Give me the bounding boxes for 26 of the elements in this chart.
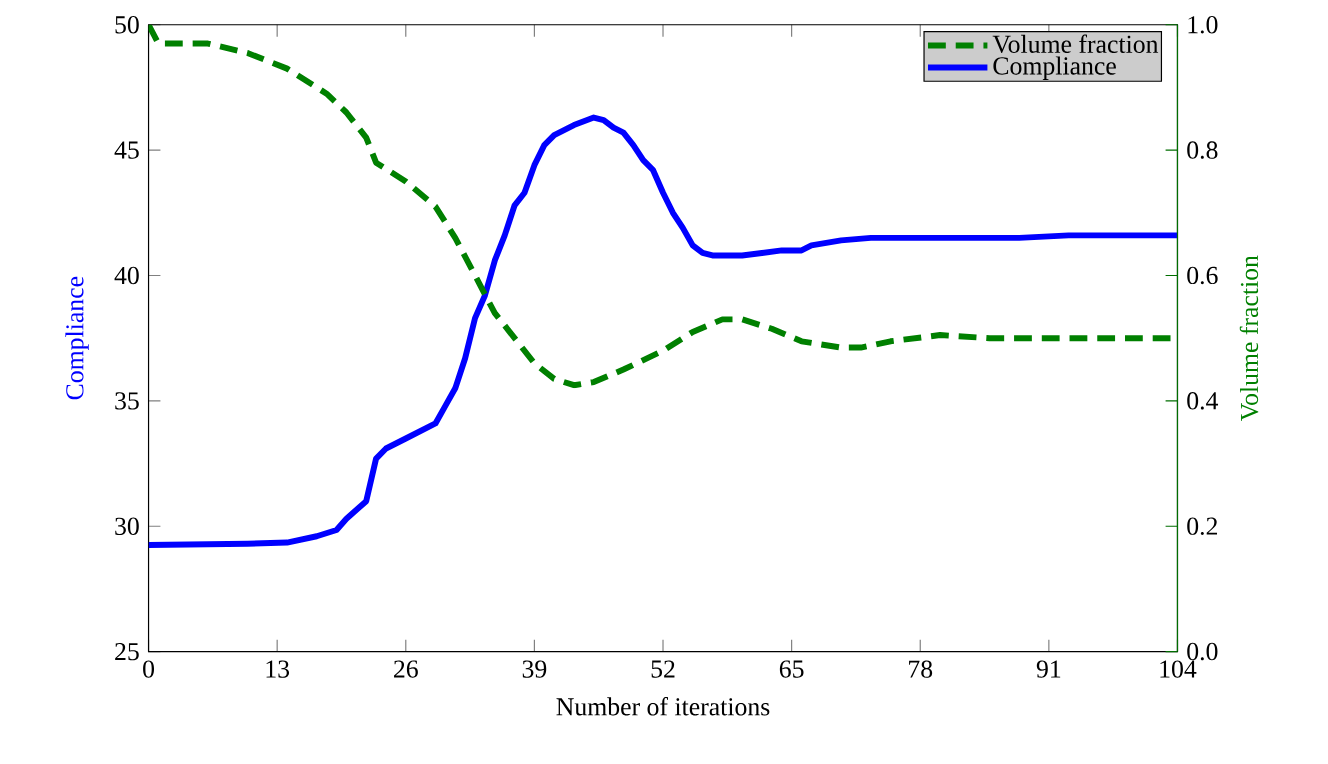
x-tick-label: 26 [394, 660, 418, 678]
y2-tick-label: 0.4 [1187, 392, 1219, 410]
x-tick-label: 65 [779, 660, 804, 678]
x-tick-label: 39 [522, 660, 547, 678]
x-tick-label: 52 [651, 660, 675, 678]
y2-tick-label: 0.2 [1187, 517, 1218, 536]
y2-axis-title: Volume fraction [1239, 255, 1259, 422]
y-tick-label: 45 [114, 141, 139, 159]
y2-tick-label: 0.8 [1187, 141, 1218, 160]
y-tick-label: 30 [115, 517, 139, 536]
x-tick-label: 78 [909, 660, 933, 678]
y-tick-label: 40 [114, 267, 139, 285]
y2-tick-label: 0.6 [1187, 266, 1218, 285]
y-tick-label: 25 [115, 643, 139, 661]
x-tick-label: 13 [266, 660, 290, 678]
y2-tick-label: 1.0 [1188, 16, 1218, 34]
y-tick-label: 50 [115, 16, 139, 34]
y2-tick-label: 0.0 [1187, 643, 1218, 661]
y-tick-label: 35 [115, 392, 139, 410]
x-axis-title: Number of iterations [556, 697, 770, 716]
y-axis-title: Compliance [65, 277, 89, 400]
x-tick-label: 0 [143, 660, 155, 678]
x-tick-label: 91 [1036, 660, 1061, 678]
x-tick-label: 104 [1160, 660, 1197, 678]
legend-label: Compliance [993, 56, 1116, 81]
legend-label: Volume fraction [992, 34, 1159, 54]
